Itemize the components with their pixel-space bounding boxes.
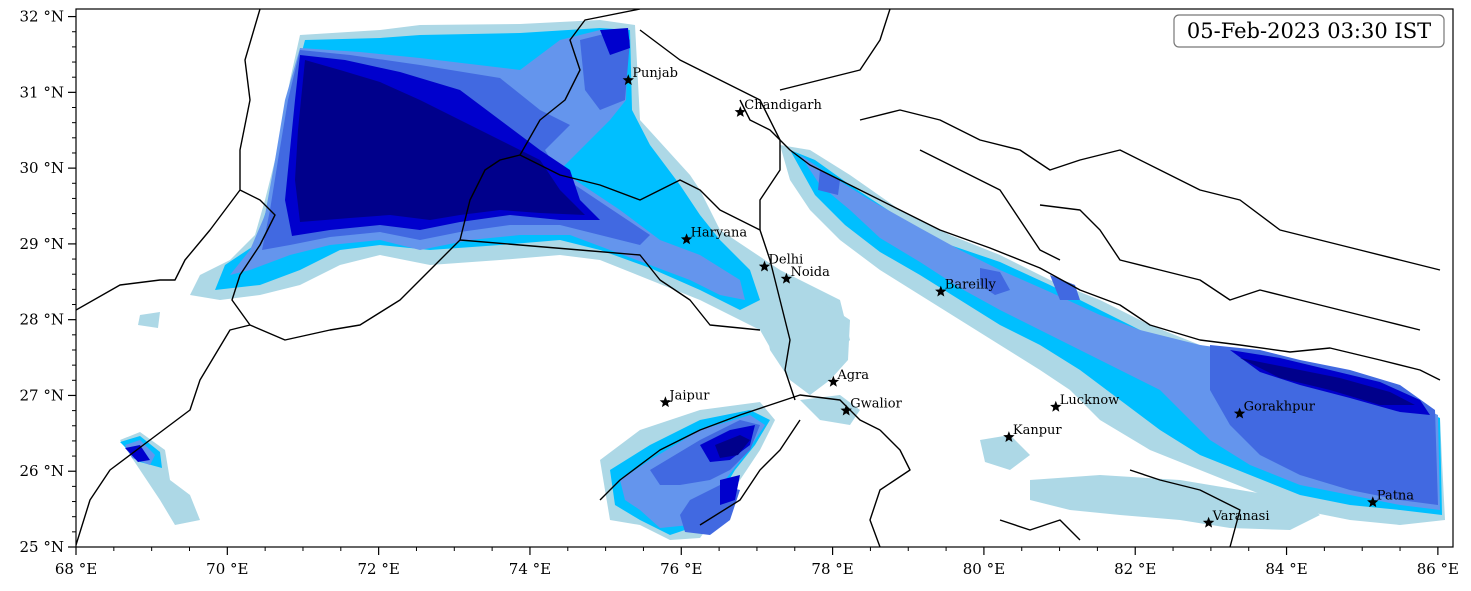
city-star-icon [680,233,693,245]
y-tick-label: 30 °N [20,159,64,177]
city-label: Varanasi [1212,509,1270,524]
x-tick-label: 80 °E [963,560,1005,578]
city-label: Chandigarh [744,98,822,113]
y-tick-label: 27 °N [20,386,64,404]
y-tick-label: 26 °N [20,462,64,480]
city-star-icon [840,404,852,416]
y-tick-label: 31 °N [20,83,64,101]
city-label: Noida [790,265,830,280]
y-tick-label: 28 °N [20,311,64,329]
city-star-icon [935,285,947,297]
y-tick-label: 29 °N [20,235,64,253]
precipitation-layer [120,20,1445,540]
city-star-icon [1202,516,1215,528]
city-star-icon [622,74,634,86]
city-star-icon [1367,496,1379,508]
x-axis: 68 °E 70 °E 72 °E 74 °E 76 °E 78 °E 80 °E 82 °E… [55,547,1459,578]
city-star-icon [780,272,793,284]
city-label: Bareilly [945,278,997,293]
city-star-icon [1233,407,1246,419]
y-tick-label: 32 °N [20,8,64,26]
x-tick-label: 74 °E [509,560,551,578]
x-tick-label: 76 °E [660,560,702,578]
city-star-icon [734,106,746,117]
x-tick-label: 68 °E [55,560,97,578]
timestamp-frame [1173,14,1445,48]
city-star-icon [659,396,672,408]
city-label: Jaipur [667,388,710,403]
precip-level-6 [295,60,1415,458]
border-pakistan-india [76,9,641,341]
timestamp-box: 05-Feb-2023 03:30 IST [1173,14,1445,48]
x-tick-label: 78 °E [811,560,853,578]
city-label: Punjab [632,66,678,81]
border-lines [76,9,1441,547]
city-label: Kanpur [1013,423,1063,438]
city-star-icon [827,375,840,387]
x-tick-label: 82 °E [1114,560,1156,578]
city-star-icon [1003,431,1015,442]
border-rajasthan-mp [76,324,911,547]
y-axis: 25 °N 26 °N 27 °N 28 °N 29 °N 30 °N 31 °N 32 °N [20,8,76,556]
plot-frame [75,8,1454,548]
x-tick-label: 84 °E [1265,560,1307,578]
x-tick-label: 70 °E [206,560,248,578]
city-label: Agra [836,368,869,383]
city-label: Delhi [769,253,804,268]
city-label: Patna [1377,488,1415,503]
city-star-icon [1050,400,1062,412]
border-nepal [779,9,1441,331]
timestamp-text: 05-Feb-2023 03:30 IST [1187,19,1431,43]
border-punjab-haryana [459,154,796,401]
border-up [739,99,1441,547]
city-label: Haryana [691,225,748,240]
city-star-icon [758,260,771,272]
city-label: Gorakhpur [1244,400,1316,415]
y-tick-label: 25 °N [20,538,64,556]
x-tick-label: 72 °E [357,560,399,578]
city-label: Gwalior [850,397,902,412]
x-tick-label: 86 °E [1417,560,1459,578]
city-label: Lucknow [1060,393,1120,408]
border-hill-states [639,29,1061,261]
